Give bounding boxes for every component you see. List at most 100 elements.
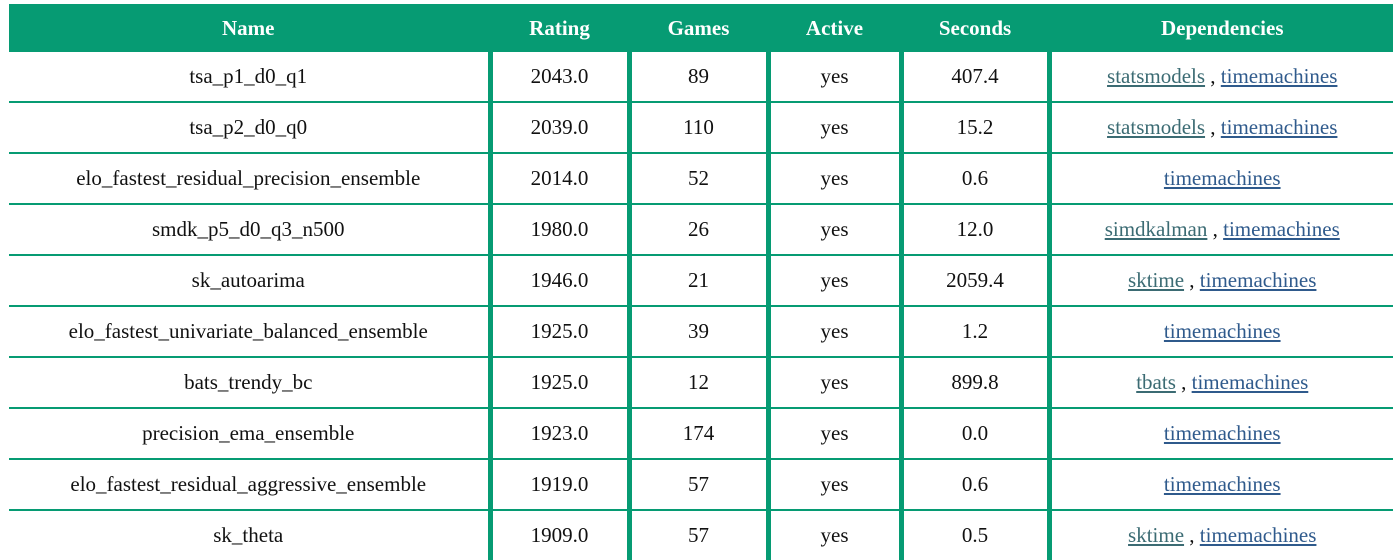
table-row: sk_theta 1909.0 57 yes 0.5 sktime , timemachi… (9, 510, 1393, 560)
table-row: smdk_p5_d0_q3_n500 1980.0 26 yes 12.0 simdkal… (9, 204, 1393, 256)
cell-rating: 1925.0 (487, 357, 629, 409)
leaderboard-table-container: Name Rating Games Active Seconds Depende… (9, 4, 1393, 560)
cell-rating: 2043.0 (487, 52, 629, 103)
table-row: elo_fastest_residual_aggressive_ensemble… (9, 459, 1393, 511)
dependency-link-timemachines[interactable]: timemachines (1163, 472, 1281, 496)
column-header-games[interactable]: Games (626, 4, 768, 52)
cell-seconds: 899.8 (898, 357, 1049, 409)
cell-seconds: 12.0 (898, 204, 1049, 256)
table-body: tsa_p1_d0_q1 2043.0 89 yes 407.4 statsmodels … (9, 52, 1393, 560)
cell-dependencies: statsmodels , timemachines (1046, 52, 1393, 103)
dependency-link-timemachines[interactable]: timemachines (1199, 268, 1317, 292)
cell-seconds: 0.6 (898, 459, 1049, 511)
column-header-seconds[interactable]: Seconds (898, 4, 1049, 52)
cell-seconds: 0.6 (898, 153, 1049, 205)
dependency-separator: , (1212, 217, 1218, 241)
cell-active: yes (765, 357, 901, 409)
dependency-separator: , (1189, 523, 1195, 547)
cell-dependencies: simdkalman , timemachines (1046, 204, 1393, 256)
cell-dependencies: timemachines (1046, 153, 1393, 205)
table-header: Name Rating Games Active Seconds Depende… (9, 4, 1393, 52)
dependency-separator: , (1189, 268, 1195, 292)
cell-name: tsa_p2_d0_q0 (9, 102, 490, 154)
cell-dependencies: timemachines (1046, 408, 1393, 460)
dependency-link-timemachines[interactable]: timemachines (1220, 115, 1338, 139)
cell-seconds: 0.5 (898, 510, 1049, 560)
dependency-link-timemachines[interactable]: timemachines (1163, 421, 1281, 445)
dependency-link-sktime[interactable]: sktime (1128, 268, 1185, 292)
cell-rating: 1946.0 (487, 255, 629, 307)
cell-dependencies: statsmodels , timemachines (1046, 102, 1393, 154)
dependency-link-timemachines[interactable]: timemachines (1220, 64, 1338, 88)
cell-dependencies: tbats , timemachines (1046, 357, 1393, 409)
cell-name: elo_fastest_residual_precision_ensemble (9, 153, 490, 205)
cell-name: elo_fastest_residual_aggressive_ensemble (9, 459, 490, 511)
table-row: elo_fastest_residual_precision_ensemble 2… (9, 153, 1393, 205)
dependency-link-statsmodels[interactable]: statsmodels (1107, 64, 1206, 88)
cell-seconds: 15.2 (898, 102, 1049, 154)
table-row: precision_ema_ensemble 1923.0 174 yes 0.0 tim… (9, 408, 1393, 460)
cell-seconds: 0.0 (898, 408, 1049, 460)
cell-active: yes (765, 459, 901, 511)
cell-active: yes (765, 510, 901, 560)
cell-games: 52 (626, 153, 768, 205)
cell-rating: 1909.0 (487, 510, 629, 560)
table-row: tsa_p2_d0_q0 2039.0 110 yes 15.2 statsmodels … (9, 102, 1393, 154)
cell-games: 57 (626, 459, 768, 511)
cell-name: elo_fastest_univariate_balanced_ensemble (9, 306, 490, 358)
table-row: sk_autoarima 1946.0 21 yes 2059.4 sktime , ti… (9, 255, 1393, 307)
cell-games: 21 (626, 255, 768, 307)
cell-games: 57 (626, 510, 768, 560)
column-header-name[interactable]: Name (222, 15, 275, 40)
dependency-link-timemachines[interactable]: timemachines (1163, 319, 1281, 343)
dependency-link-timemachines[interactable]: timemachines (1163, 166, 1281, 190)
cell-active: yes (765, 204, 901, 256)
cell-active: yes (765, 153, 901, 205)
cell-name: bats_trendy_bc (9, 357, 490, 409)
table-row: elo_fastest_univariate_balanced_ensemble… (9, 306, 1393, 358)
column-header-dependencies[interactable]: Dependencies (1046, 4, 1393, 52)
column-header-active[interactable]: Active (765, 4, 901, 52)
cell-games: 26 (626, 204, 768, 256)
leaderboard-table: Name Rating Games Active Seconds Depende… (9, 4, 1393, 560)
cell-games: 174 (626, 408, 768, 460)
cell-rating: 1980.0 (487, 204, 629, 256)
cell-dependencies: sktime , timemachines (1046, 255, 1393, 307)
dependency-link-timemachines[interactable]: timemachines (1223, 217, 1340, 241)
cell-active: yes (765, 255, 901, 307)
dependency-link-sktime[interactable]: sktime (1128, 523, 1185, 547)
cell-name: precision_ema_ensemble (9, 408, 490, 460)
dependency-link-tbats[interactable]: tbats (1136, 370, 1176, 394)
table-row: tsa_p1_d0_q1 2043.0 89 yes 407.4 statsmodels … (9, 52, 1393, 103)
cell-games: 12 (626, 357, 768, 409)
cell-seconds: 1.2 (898, 306, 1049, 358)
cell-seconds: 2059.4 (898, 255, 1049, 307)
cell-active: yes (765, 408, 901, 460)
cell-rating: 1919.0 (487, 459, 629, 511)
cell-active: yes (765, 52, 901, 103)
dependency-link-timemachines[interactable]: timemachines (1199, 523, 1317, 547)
table-row: bats_trendy_bc 1925.0 12 yes 899.8 tbats , ti… (9, 357, 1393, 409)
cell-active: yes (765, 102, 901, 154)
cell-name: smdk_p5_d0_q3_n500 (9, 204, 490, 256)
cell-name: sk_autoarima (9, 255, 490, 307)
cell-active: yes (765, 306, 901, 358)
cell-dependencies: timemachines (1046, 306, 1393, 358)
cell-rating: 2039.0 (487, 102, 629, 154)
column-header-rating[interactable]: Rating (487, 4, 629, 52)
cell-rating: 1923.0 (487, 408, 629, 460)
dependency-link-timemachines[interactable]: timemachines (1191, 370, 1309, 394)
cell-rating: 2014.0 (487, 153, 629, 205)
dependency-separator: , (1210, 115, 1216, 139)
cell-rating: 1925.0 (487, 306, 629, 358)
cell-name: tsa_p1_d0_q1 (9, 52, 490, 103)
dependency-separator: , (1181, 370, 1187, 394)
dependency-link-statsmodels[interactable]: statsmodels (1107, 115, 1206, 139)
dependency-separator: , (1210, 64, 1216, 88)
cell-games: 39 (626, 306, 768, 358)
header-row: Name Rating Games Active Seconds Depende… (9, 4, 1393, 52)
cell-dependencies: timemachines (1046, 459, 1393, 511)
cell-seconds: 407.4 (898, 52, 1049, 103)
dependency-link-simdkalman[interactable]: simdkalman (1104, 217, 1208, 241)
cell-name: sk_theta (213, 523, 284, 547)
